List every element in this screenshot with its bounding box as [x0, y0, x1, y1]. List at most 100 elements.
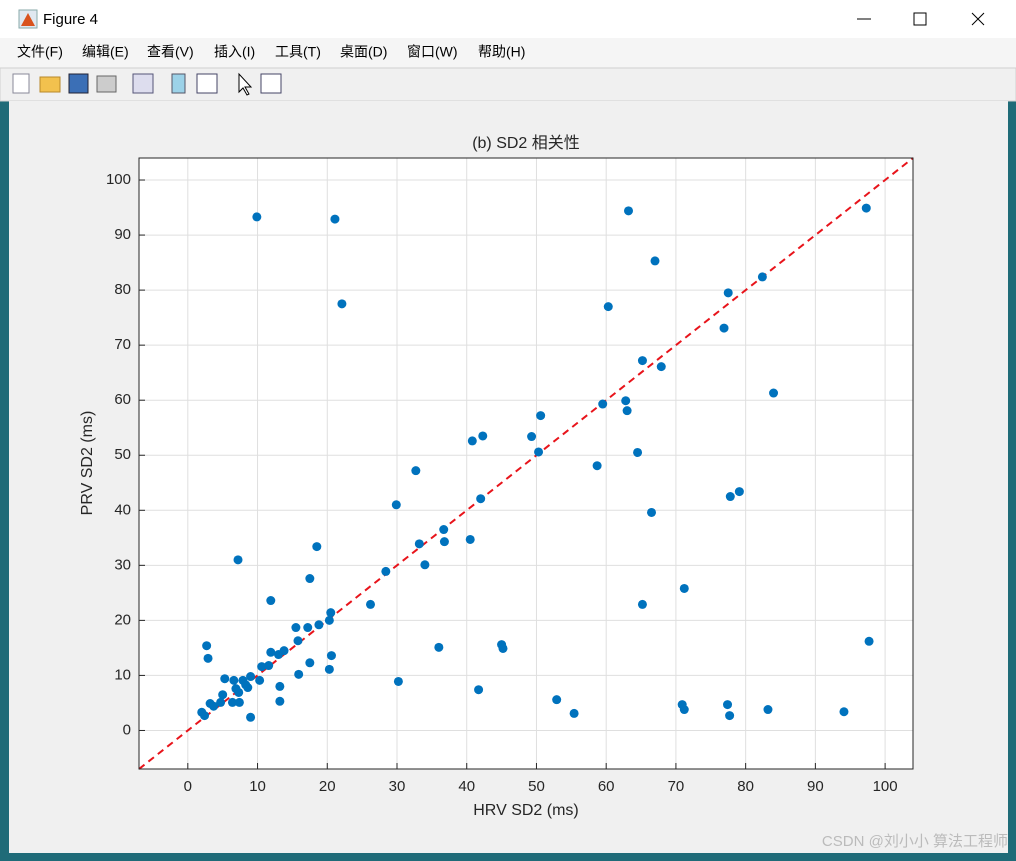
scatter-point — [252, 212, 262, 222]
scatter-point — [255, 675, 265, 685]
scatter-point — [294, 669, 304, 679]
scatter-point — [216, 697, 226, 707]
y-tick-label: 100 — [106, 171, 131, 188]
scatter-point — [414, 539, 424, 549]
scatter-point — [864, 636, 874, 646]
scatter-point — [218, 690, 228, 700]
scatter-point — [478, 431, 488, 441]
scatter-point — [220, 674, 230, 684]
scatter-point — [534, 447, 544, 457]
scatter-point — [305, 658, 315, 668]
toolbar — [0, 67, 1016, 102]
scatter-point — [656, 362, 666, 372]
scatter-point — [621, 396, 631, 406]
scatter-point — [725, 711, 735, 721]
y-tick-label: 10 — [114, 666, 131, 683]
scatter-point — [734, 487, 744, 497]
scatter-point — [622, 406, 632, 416]
scatter-point — [209, 701, 219, 711]
menu-item[interactable]: 插入(I) — [214, 44, 255, 60]
window-title: Figure 4 — [43, 11, 98, 28]
x-tick-label: 80 — [737, 778, 754, 795]
menu-items: 文件(F) 编辑(E) 查看(V) 插入(I) 工具(T) 桌面(D) 窗口(W) 帮助(H) — [17, 44, 525, 60]
menu-item[interactable]: 窗口(W) — [407, 44, 458, 60]
menu-bar — [0, 38, 1016, 68]
scatter-point — [723, 700, 733, 710]
scatter-point — [275, 696, 285, 706]
scatter-point — [234, 687, 244, 697]
y-tick-label: 90 — [114, 226, 131, 243]
scatter-point — [291, 623, 301, 633]
tool-legend[interactable] — [196, 73, 218, 94]
close-button[interactable] — [971, 12, 985, 26]
y-axis-label: PRV SD2 (ms) — [79, 411, 96, 516]
scatter-point — [266, 596, 276, 606]
scatter-point — [246, 712, 256, 722]
y-tick-label: 40 — [114, 501, 131, 518]
scatter-point — [603, 302, 613, 312]
scatter-point — [229, 675, 239, 685]
scatter-point — [366, 599, 376, 609]
chart-title: (b) SD2 相关性 — [472, 134, 580, 152]
tool-link[interactable] — [132, 73, 154, 94]
x-tick-label: 40 — [458, 778, 475, 795]
scatter-point — [312, 542, 322, 552]
scatter-point — [420, 560, 430, 570]
menu-item[interactable]: 帮助(H) — [478, 44, 525, 60]
tool-colorbar[interactable] — [171, 73, 186, 94]
scatter-point — [476, 494, 486, 504]
scatter-point — [757, 272, 767, 282]
watermark: CSDN @刘小小 算法工程师 — [822, 832, 1008, 850]
scatter-point — [200, 711, 210, 721]
scatter-point — [326, 608, 336, 618]
scatter-point — [411, 466, 421, 476]
tool-pointer[interactable] — [238, 72, 253, 96]
menu-item[interactable]: 文件(F) — [17, 44, 63, 60]
scatter-point — [769, 388, 779, 398]
tool-new[interactable] — [12, 73, 30, 94]
tool-property[interactable] — [260, 73, 282, 94]
scatter-point — [763, 705, 773, 715]
scatter-point — [305, 574, 315, 584]
x-tick-label: 70 — [668, 778, 685, 795]
scatter-point — [647, 507, 657, 517]
menu-item[interactable]: 工具(T) — [275, 44, 321, 60]
menu-item[interactable]: 查看(V) — [147, 44, 194, 60]
scatter-point — [434, 642, 444, 652]
tool-save[interactable] — [68, 73, 89, 94]
scatter-point — [725, 492, 735, 502]
scatter-point — [246, 672, 256, 682]
scatter-point — [598, 399, 608, 409]
scatter-point — [393, 676, 403, 686]
x-tick-label: 100 — [873, 778, 898, 795]
scatter-point — [233, 555, 243, 565]
scatter-point — [719, 323, 729, 333]
scatter-point — [474, 685, 484, 695]
scatter-point — [314, 620, 324, 630]
maximize-button[interactable] — [913, 12, 927, 26]
scatter-point — [381, 566, 391, 576]
scatter-point — [203, 653, 213, 663]
scatter-point — [439, 525, 449, 535]
scatter-point — [330, 214, 340, 224]
y-tick-label: 60 — [114, 391, 131, 408]
reference-line — [138, 157, 914, 770]
scatter-point — [465, 534, 475, 544]
x-tick-label: 90 — [807, 778, 824, 795]
scatter-point — [234, 697, 244, 707]
y-tick-label: 20 — [114, 611, 131, 628]
tool-open[interactable] — [39, 76, 61, 93]
scatter-point — [391, 500, 401, 510]
scatter-point — [624, 206, 634, 216]
tool-print[interactable] — [96, 75, 117, 93]
plot — [138, 157, 914, 770]
scatter-point — [275, 681, 285, 691]
menu-item[interactable]: 编辑(E) — [82, 44, 129, 60]
scatter-point — [650, 256, 660, 266]
scatter-point — [324, 664, 334, 674]
scatter-point — [839, 707, 849, 717]
scatter-point — [257, 662, 267, 672]
menu-item[interactable]: 桌面(D) — [340, 44, 387, 60]
scatter-point — [498, 643, 508, 653]
